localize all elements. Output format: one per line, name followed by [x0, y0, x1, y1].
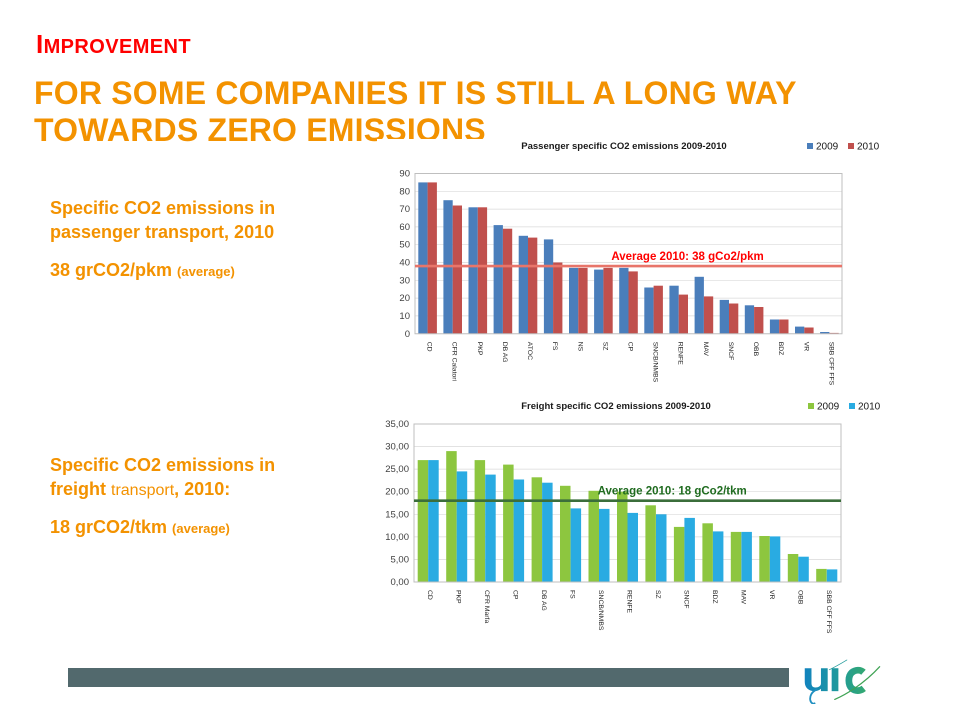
- svg-text:15,00: 15,00: [385, 509, 409, 520]
- svg-text:CFR Calatori: CFR Calatori: [451, 342, 458, 382]
- svg-text:SZ: SZ: [654, 590, 661, 599]
- svg-text:SBB CFF FFS: SBB CFF FFS: [827, 342, 834, 386]
- svg-text:2009: 2009: [816, 142, 839, 153]
- svg-text:SBB CFF FFS: SBB CFF FFS: [825, 590, 832, 634]
- svg-text:60: 60: [399, 222, 410, 233]
- svg-text:90: 90: [399, 169, 410, 180]
- svg-text:VR: VR: [768, 590, 775, 600]
- svg-text:5,00: 5,00: [391, 554, 410, 565]
- svg-text:SNCF: SNCF: [727, 342, 734, 361]
- svg-text:VR: VR: [802, 342, 809, 352]
- svg-text:SNCB/NMBS: SNCB/NMBS: [652, 342, 659, 383]
- svg-text:CFR Marfa: CFR Marfa: [483, 590, 490, 623]
- svg-text:MAV: MAV: [702, 342, 709, 357]
- svg-text:BDZ: BDZ: [711, 590, 718, 604]
- svg-text:ATOC: ATOC: [526, 342, 533, 360]
- svg-text:70: 70: [399, 204, 410, 215]
- svg-text:DB AG: DB AG: [540, 590, 547, 611]
- svg-text:SNCF: SNCF: [682, 590, 689, 609]
- svg-text:40: 40: [399, 258, 410, 269]
- svg-text:30: 30: [399, 275, 410, 286]
- svg-text:0: 0: [405, 329, 410, 340]
- svg-text:SZ: SZ: [601, 342, 608, 351]
- svg-text:CP: CP: [627, 342, 634, 352]
- svg-text:PKP: PKP: [455, 590, 462, 604]
- svg-text:FS: FS: [569, 590, 576, 599]
- svg-text:10: 10: [399, 311, 410, 322]
- svg-text:30,00: 30,00: [385, 442, 409, 453]
- svg-text:Average 2010: 38 gCo2/pkm: Average 2010: 38 gCo2/pkm: [611, 251, 763, 263]
- svg-text:RENFE: RENFE: [626, 590, 633, 614]
- svg-text:CP: CP: [512, 590, 519, 600]
- svg-text:CD: CD: [426, 342, 433, 352]
- svg-text:Freight specific CO2 emissions: Freight specific CO2 emissions 2009-2010: [521, 401, 711, 412]
- svg-text:Passenger specific CO2 emissio: Passenger specific CO2 emissions 2009-20…: [521, 141, 726, 152]
- svg-text:OBB: OBB: [752, 342, 759, 357]
- svg-text:CD: CD: [426, 590, 433, 600]
- svg-text:20,00: 20,00: [385, 487, 409, 498]
- svg-text:35,00: 35,00: [385, 419, 409, 430]
- svg-text:80: 80: [399, 186, 410, 197]
- svg-text:RENFE: RENFE: [677, 342, 684, 366]
- svg-text:20: 20: [399, 293, 410, 304]
- svg-text:10,00: 10,00: [385, 532, 409, 543]
- svg-text:2009: 2009: [817, 402, 840, 413]
- svg-text:2010: 2010: [857, 142, 880, 153]
- svg-text:MAV: MAV: [739, 590, 746, 605]
- svg-text:BDZ: BDZ: [777, 342, 784, 356]
- svg-text:DB AG: DB AG: [501, 342, 508, 363]
- svg-text:FS: FS: [551, 342, 558, 351]
- svg-text:0,00: 0,00: [391, 577, 410, 588]
- svg-text:OBB: OBB: [796, 590, 803, 605]
- svg-text:Average 2010: 18 gCo2/tkm: Average 2010: 18 gCo2/tkm: [598, 486, 747, 498]
- svg-text:PKP: PKP: [476, 342, 483, 356]
- svg-text:SNCB/NMBS: SNCB/NMBS: [597, 590, 604, 631]
- svg-text:25,00: 25,00: [385, 464, 409, 475]
- svg-text:50: 50: [399, 240, 410, 251]
- svg-text:NS: NS: [576, 342, 583, 352]
- svg-text:2010: 2010: [858, 402, 881, 413]
